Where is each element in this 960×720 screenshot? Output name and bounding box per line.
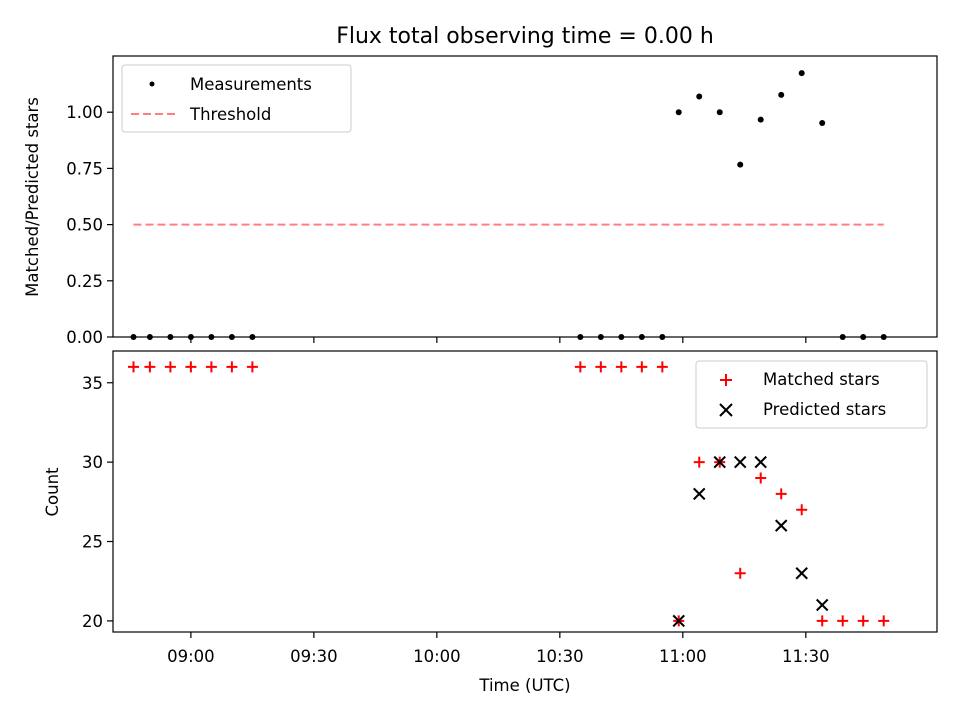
legend-predicted-label: Predicted stars — [763, 400, 886, 419]
legend-matched-label: Matched stars — [763, 370, 880, 389]
matched-star-point — [226, 361, 238, 373]
bottom-legend: Matched stars Predicted stars — [695, 360, 928, 429]
measurement-point — [778, 91, 785, 98]
measurement-point — [819, 119, 826, 126]
bottom-x-label: Time (UTC) — [478, 676, 570, 695]
legend-predicted-marker — [719, 403, 733, 417]
predicted-star-point — [795, 567, 808, 580]
matched-star-point — [878, 615, 890, 627]
top-legend-box — [121, 64, 352, 133]
legend-measurements-label: Measurements — [190, 75, 312, 94]
matched-star-point — [574, 361, 586, 373]
matched-star-point — [816, 615, 828, 627]
matched-star-point — [796, 504, 808, 516]
predicted-star-point — [734, 455, 747, 469]
matched-star-point — [205, 361, 217, 373]
top-axes-frame — [112, 55, 938, 338]
matched-star-point — [755, 472, 767, 484]
matched-star-point — [734, 567, 746, 579]
y-tick-label: 20 — [82, 612, 103, 631]
matched-star-point — [857, 615, 869, 627]
top-y-label: Matched/Predicted stars — [23, 97, 42, 297]
legend-measurements-marker — [149, 81, 155, 87]
y-tick-label: 1.00 — [66, 103, 103, 122]
predicted-star-point — [816, 598, 829, 612]
x-tick-label: 09:00 — [167, 647, 215, 666]
predicted-star-point — [672, 614, 685, 628]
matched-star-point — [185, 361, 197, 373]
x-tick-label: 11:00 — [659, 647, 707, 666]
measurement-point — [757, 116, 764, 123]
measurement-point — [716, 109, 723, 116]
legend-matched-marker — [720, 374, 732, 386]
measurement-point — [737, 161, 744, 168]
x-tick-label: 09:30 — [290, 647, 338, 666]
top-legend: Measurements Threshold — [121, 64, 352, 133]
bottom-y-label: Count — [43, 467, 62, 517]
top-panel: 0.00 0.25 0.50 0.75 1.00 Matched/Predicted s… — [23, 55, 938, 347]
matched-star-point — [837, 615, 849, 627]
matched-star-point — [144, 361, 156, 373]
top-x-ticks — [190, 337, 807, 343]
x-tick-label: 10:00 — [413, 647, 461, 666]
bottom-legend-box — [695, 360, 928, 429]
measurement-point — [696, 93, 703, 100]
top-y-ticks: 0.00 0.25 0.50 0.75 1.00 — [66, 103, 113, 347]
bottom-axes-frame — [112, 350, 938, 633]
y-tick-label: 0.75 — [66, 159, 103, 178]
matched-star-point — [775, 488, 787, 500]
measurement-point — [798, 70, 805, 77]
matched-star-point — [246, 361, 258, 373]
matched-star-point — [656, 361, 668, 373]
matched-star-point — [595, 361, 607, 373]
y-tick-label: 0.25 — [66, 272, 103, 291]
matched-star-point — [127, 361, 139, 373]
x-tick-label: 11:30 — [782, 647, 830, 666]
matched-star-point — [164, 361, 176, 373]
predicted-star-point — [693, 487, 706, 501]
y-tick-label: 35 — [82, 374, 103, 393]
bottom-y-ticks: 20 25 30 35 — [82, 374, 113, 631]
predicted-star-point — [754, 455, 767, 469]
predicted-star-point — [775, 519, 788, 532]
matched-star-point — [636, 361, 648, 373]
chart-title: Flux total observing time = 0.00 h — [336, 24, 714, 49]
y-tick-label: 30 — [82, 453, 103, 472]
bottom-x-ticks: 09:00 09:30 10:00 10:30 11:00 11:30 — [167, 632, 830, 666]
measurement-point — [675, 109, 682, 116]
legend-threshold-label: Threshold — [189, 105, 271, 124]
x-tick-label: 10:30 — [536, 647, 584, 666]
y-tick-label: 25 — [82, 533, 103, 552]
y-tick-label: 0.00 — [66, 328, 103, 347]
predicted-star-point — [713, 455, 726, 469]
matched-star-point — [693, 456, 705, 468]
matched-star-point — [615, 361, 627, 373]
bottom-plot-area — [127, 361, 890, 628]
y-tick-label: 0.50 — [66, 216, 103, 235]
